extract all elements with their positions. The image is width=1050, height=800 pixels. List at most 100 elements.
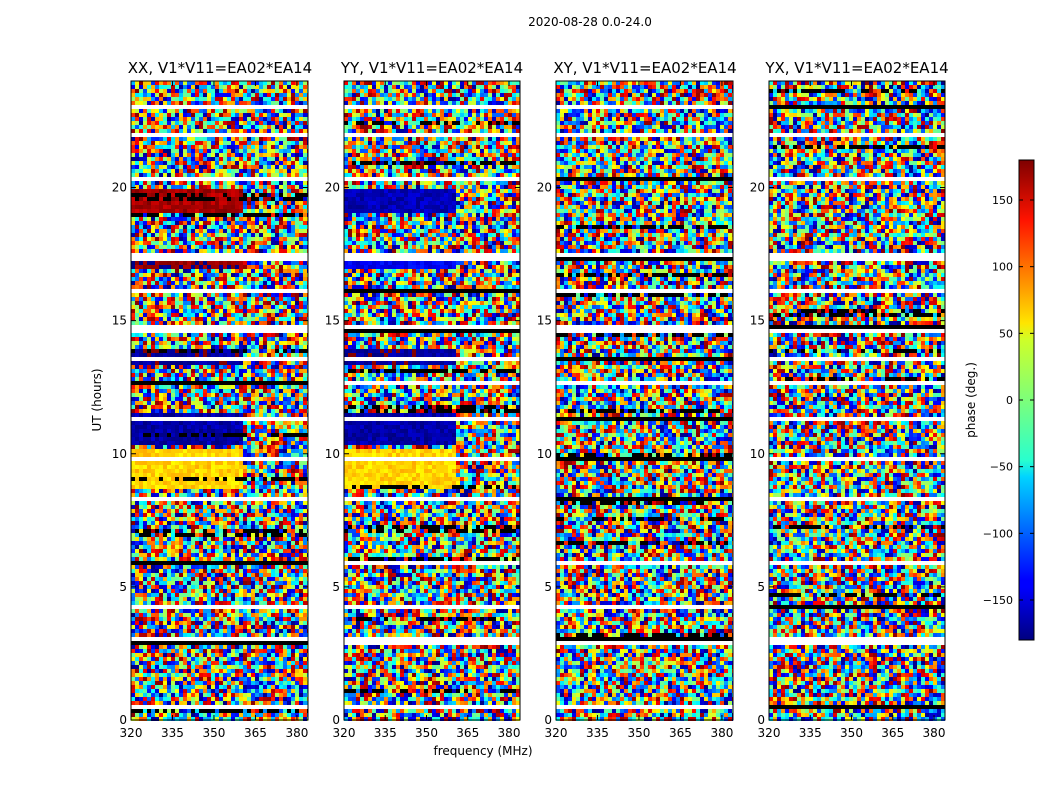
heatmap-cell <box>143 181 147 185</box>
heatmap-cell <box>275 233 279 237</box>
heatmap-cell <box>191 97 195 101</box>
heatmap-cell <box>179 185 183 189</box>
heatmap-cell <box>235 157 239 161</box>
heatmap-cell <box>271 113 275 117</box>
heatmap-cell <box>131 265 135 269</box>
heatmap-cell <box>171 261 175 265</box>
heatmap-cell <box>183 169 187 173</box>
heatmap-cell <box>223 161 227 165</box>
heatmap-cell <box>147 93 151 97</box>
heatmap-cell <box>163 81 167 85</box>
heatmap-cell <box>203 109 207 113</box>
heatmap-cell <box>263 185 267 189</box>
heatmap-cell <box>283 109 287 113</box>
heatmap-cell <box>287 85 291 89</box>
heatmap-cell <box>291 93 295 97</box>
heatmap-cell <box>187 209 191 213</box>
heatmap-cell <box>299 81 303 85</box>
heatmap-cell <box>135 189 139 193</box>
heatmap-cell <box>171 117 175 121</box>
heatmap-cell <box>223 85 227 89</box>
heatmap-cell <box>131 221 135 225</box>
heatmap-cell <box>159 109 163 113</box>
heatmap-cell <box>275 93 279 97</box>
heatmap-cell <box>279 297 283 301</box>
heatmap-cell <box>255 237 259 241</box>
heatmap-cell <box>191 241 195 245</box>
heatmap-cell <box>187 261 191 265</box>
heatmap-cell <box>191 217 195 221</box>
heatmap-cell <box>287 137 291 141</box>
heatmap-cell <box>275 85 279 89</box>
heatmap-cell <box>283 169 287 173</box>
heatmap-cell <box>143 241 147 245</box>
heatmap-cell <box>215 201 219 205</box>
heatmap-cell <box>211 165 215 169</box>
heatmap-cell <box>163 141 167 145</box>
heatmap-cell <box>243 129 247 133</box>
heatmap-cell <box>219 137 223 141</box>
heatmap-cell <box>215 113 219 117</box>
heatmap-cell <box>199 201 203 205</box>
heatmap-cell <box>283 225 287 229</box>
heatmap-cell <box>303 217 307 221</box>
heatmap-cell <box>151 141 155 145</box>
heatmap-cell <box>295 165 299 169</box>
heatmap-cell <box>275 189 279 193</box>
heatmap-cell <box>287 149 291 153</box>
heatmap-cell <box>191 281 195 285</box>
heatmap-cell <box>255 297 259 301</box>
heatmap-cell <box>199 85 203 89</box>
heatmap-cell <box>171 165 175 169</box>
heatmap-cell <box>163 229 167 233</box>
heatmap-cell <box>163 129 167 133</box>
heatmap-cell <box>179 249 183 253</box>
heatmap-cell <box>251 225 255 229</box>
heatmap-cell <box>247 85 251 89</box>
heatmap-cell <box>211 205 215 209</box>
heatmap-cell <box>175 109 179 113</box>
heatmap-cell <box>279 117 283 121</box>
heatmap-cell <box>251 233 255 237</box>
heatmap-cell <box>271 121 275 125</box>
heatmap-cell <box>227 165 231 169</box>
heatmap-cell <box>195 113 199 117</box>
heatmap-cell <box>183 261 187 265</box>
heatmap-cell <box>167 113 171 117</box>
heatmap-cell <box>259 161 263 165</box>
heatmap-cell <box>199 265 203 269</box>
heatmap-cell <box>271 269 275 273</box>
heatmap-cell <box>235 193 239 197</box>
heatmap-cell <box>255 145 259 149</box>
heatmap-cell <box>299 229 303 233</box>
heatmap-cell <box>303 173 307 177</box>
heatmap-cell <box>227 129 231 133</box>
heatmap-cell <box>243 109 247 113</box>
heatmap-cell <box>215 193 219 197</box>
heatmap-cell <box>151 149 155 153</box>
heatmap-cell <box>227 273 231 277</box>
heatmap-cell <box>139 189 143 193</box>
heatmap-cell <box>219 117 223 121</box>
heatmap-cell <box>207 157 211 161</box>
heatmap-cell <box>187 189 191 193</box>
heatmap-cell <box>263 233 267 237</box>
heatmap-cell <box>135 221 139 225</box>
heatmap-cell <box>211 189 215 193</box>
heatmap-cell <box>147 201 151 205</box>
heatmap-cell <box>131 161 135 165</box>
heatmap-cell <box>239 129 243 133</box>
heatmap-cell <box>291 125 295 129</box>
heatmap-cell <box>287 89 291 93</box>
heatmap-cell <box>147 181 151 185</box>
heatmap-cell <box>303 213 307 217</box>
heatmap-cell <box>203 205 207 209</box>
heatmap-cell <box>303 97 307 101</box>
heatmap-cell <box>223 269 227 273</box>
heatmap-cell <box>195 165 199 169</box>
heatmap-cell <box>247 153 251 157</box>
heatmap-cell <box>211 101 215 105</box>
heatmap-cell <box>203 145 207 149</box>
heatmap-cell <box>171 245 175 249</box>
heatmap-cell <box>219 197 223 201</box>
